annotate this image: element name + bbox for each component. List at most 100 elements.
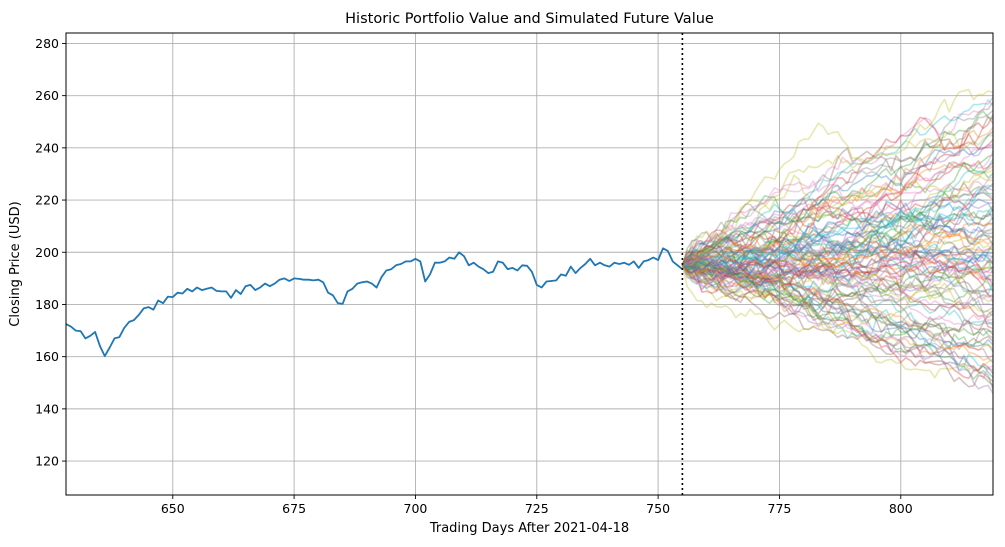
simulation-line	[682, 130, 993, 268]
simulation-line	[681, 176, 993, 290]
simulation-line	[681, 262, 993, 394]
simulation-line	[682, 239, 993, 295]
simulation-line	[681, 232, 993, 282]
simulation-line	[682, 256, 993, 311]
simulation-line	[681, 115, 993, 266]
axis-ticks: 650 675 700 725 750 775 800 120 140 160 180 200 220 2…	[35, 36, 913, 516]
simulation-line	[681, 96, 993, 266]
simulation-line	[681, 264, 993, 383]
simulation-line	[681, 196, 993, 266]
historic-line	[66, 247, 683, 357]
simulation-line	[682, 242, 993, 293]
simulation-line	[682, 190, 993, 267]
simulation-line	[681, 238, 993, 285]
simulation-line	[682, 228, 993, 314]
simulation-line	[681, 154, 993, 272]
simulation-line	[681, 110, 993, 266]
y-tick-label: 240	[35, 140, 59, 155]
simulation-line	[681, 174, 993, 266]
simulation-line	[681, 261, 993, 351]
x-tick-label: 725	[525, 501, 549, 516]
simulation-line	[681, 241, 993, 302]
simulation-line	[681, 264, 993, 361]
simulation-line	[682, 231, 993, 273]
simulation-line	[682, 187, 993, 267]
simulation-line	[682, 249, 993, 298]
simulation-line	[681, 264, 993, 336]
simulation-line	[682, 261, 993, 380]
simulation-line	[682, 254, 993, 315]
simulation-line	[681, 246, 993, 277]
simulation-line	[682, 205, 993, 267]
simulation-line	[682, 209, 993, 274]
x-tick-label: 700	[404, 501, 428, 516]
y-tick-label: 200	[35, 245, 59, 260]
simulation-line	[682, 158, 993, 271]
y-tick-label: 280	[35, 36, 59, 51]
simulation-line	[681, 126, 993, 266]
simulation-line	[682, 262, 993, 317]
simulation-line	[682, 224, 993, 274]
simulation-line	[681, 208, 993, 283]
simulation-line	[682, 162, 993, 269]
y-axis-label: Closing Price (USD)	[8, 201, 23, 326]
simulation-line	[681, 257, 993, 281]
simulation-line	[682, 264, 993, 319]
simulation-line	[682, 198, 993, 289]
simulation-line	[681, 249, 993, 353]
y-tick-label: 260	[35, 88, 59, 103]
plot-frame	[65, 32, 994, 496]
simulation-line	[681, 258, 993, 364]
simulation-line	[681, 263, 993, 379]
simulation-line	[682, 263, 993, 348]
simulation-line	[681, 245, 993, 304]
y-tick-label: 180	[35, 297, 59, 312]
simulation-line	[681, 116, 993, 266]
simulation-line	[681, 256, 993, 371]
simulation-line	[682, 233, 993, 274]
x-tick-label: 750	[646, 501, 670, 516]
x-tick-label: 800	[889, 501, 913, 516]
simulation-line	[681, 264, 993, 322]
simulation-line	[681, 198, 993, 266]
simulation-line	[681, 237, 993, 280]
simulation-line	[682, 114, 993, 295]
y-tick-label: 160	[35, 349, 59, 364]
y-tick-label: 140	[35, 401, 59, 416]
simulation-line	[681, 222, 993, 293]
simulation-line	[681, 239, 993, 351]
simulation-line	[681, 239, 993, 290]
simulation-line	[682, 221, 993, 288]
simulation-line	[682, 250, 993, 284]
simulation-line	[681, 150, 993, 266]
simulation-line	[681, 250, 993, 294]
simulation-line	[681, 258, 993, 335]
x-tick-label: 650	[161, 501, 185, 516]
simulation-line	[682, 255, 993, 327]
simulation-line	[681, 258, 993, 390]
simulation-line	[682, 142, 993, 277]
x-tick-label: 775	[768, 501, 792, 516]
simulation-line	[681, 181, 993, 286]
simulation-line	[682, 186, 993, 278]
simulation-line	[681, 202, 993, 270]
simulation-line	[681, 232, 993, 270]
simulation-line	[681, 264, 993, 388]
simulation-line	[681, 231, 993, 311]
simulation-line	[682, 234, 993, 280]
simulation-line	[681, 256, 993, 306]
simulation-line	[681, 264, 993, 303]
simulation-line	[682, 160, 993, 267]
simulation-line	[681, 191, 993, 266]
simulation-line	[682, 251, 993, 279]
simulation-line	[682, 261, 993, 332]
simulation-line	[682, 254, 993, 290]
simulation-line	[681, 200, 993, 275]
simulation-line	[682, 130, 993, 267]
simulation-line	[681, 263, 993, 305]
simulation-line	[681, 98, 993, 266]
simulation-line	[681, 216, 993, 277]
simulation-line	[682, 169, 993, 267]
